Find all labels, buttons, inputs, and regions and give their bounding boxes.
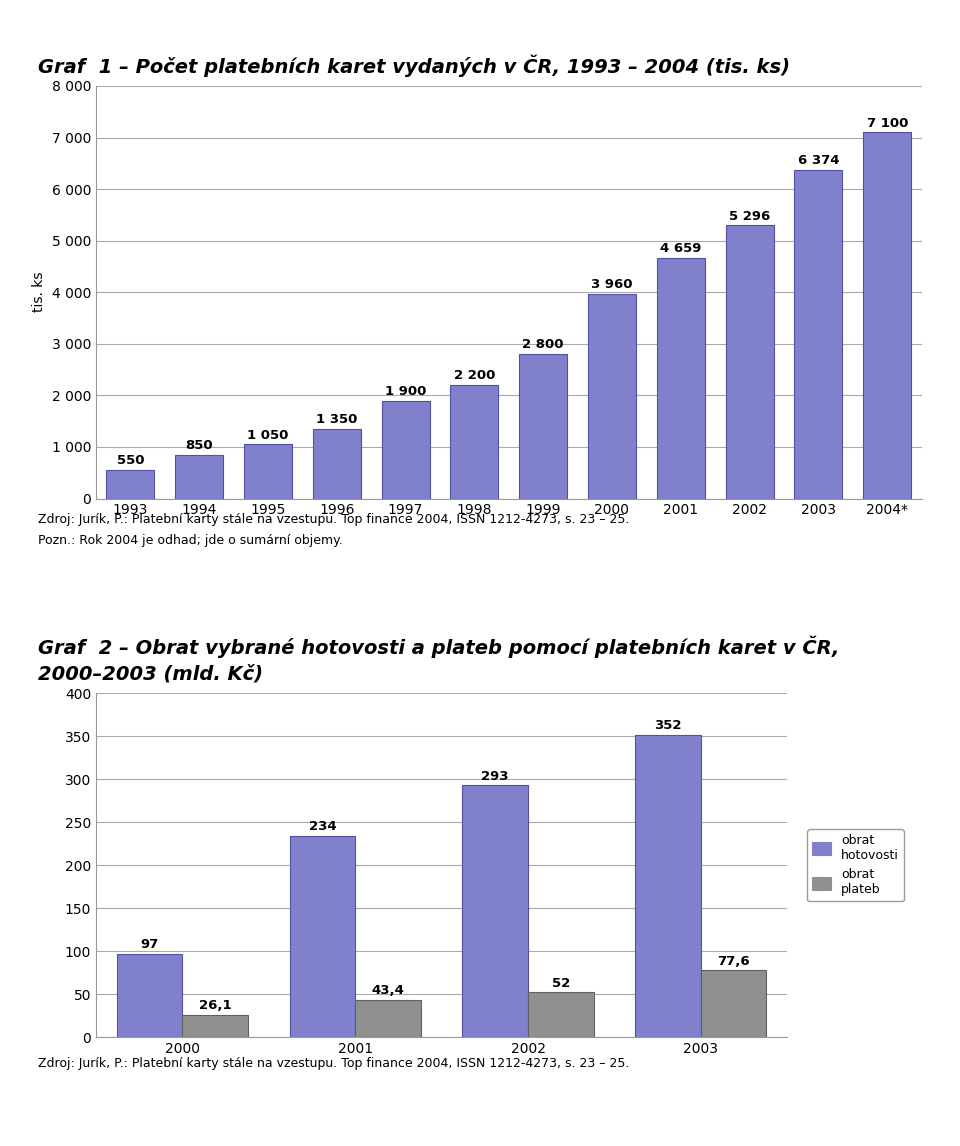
Bar [657, 258, 705, 499]
Bar [519, 354, 567, 499]
Text: 5 296: 5 296 [729, 210, 770, 222]
Text: Zdroj: Jurík, P.: Platební karty stále na vzestupu. Top finance 2004, ISSN 1212-: Zdroj: Jurík, P.: Platební karty stále n… [38, 1057, 630, 1069]
Bar [528, 992, 593, 1037]
Legend: obrat
hotovosti, obrat
plateb: obrat hotovosti, obrat plateb [807, 829, 904, 902]
Bar [636, 735, 701, 1037]
Bar [588, 295, 636, 499]
Bar [117, 953, 182, 1037]
Text: 293: 293 [481, 770, 509, 783]
Bar [463, 785, 528, 1037]
Text: 1 900: 1 900 [385, 385, 426, 398]
Text: Graf  2 – Obrat vybrané hotovosti a plateb pomocí platebních karet v ČR,
2000–20: Graf 2 – Obrat vybrané hotovosti a plate… [38, 636, 840, 683]
Text: 26,1: 26,1 [199, 999, 231, 1012]
Bar [381, 401, 430, 499]
Text: 52: 52 [552, 976, 570, 990]
Bar [863, 133, 911, 499]
Text: 3 960: 3 960 [591, 278, 633, 291]
Text: 850: 850 [185, 439, 213, 452]
Text: Zdroj: Jurík, P.: Platební karty stále na vzestupu. Top finance 2004, ISSN 1212-: Zdroj: Jurík, P.: Platební karty stále n… [38, 513, 630, 526]
Text: 1 050: 1 050 [248, 429, 289, 441]
Text: 4 659: 4 659 [660, 243, 702, 256]
Text: 352: 352 [654, 719, 682, 732]
Y-axis label: tis. ks: tis. ks [32, 272, 46, 313]
Bar [701, 971, 766, 1037]
Text: 1 350: 1 350 [316, 413, 357, 426]
Bar [313, 429, 361, 499]
Text: 2 200: 2 200 [454, 369, 495, 383]
Text: Graf  1 – Počet platebních karet vydaných v ČR, 1993 – 2004 (tis. ks): Graf 1 – Počet platebních karet vydaných… [38, 55, 790, 78]
Text: Pozn.: Rok 2004 je odhad; jde o sumární objemy.: Pozn.: Rok 2004 je odhad; jde o sumární … [38, 534, 343, 547]
Text: 7 100: 7 100 [867, 117, 908, 129]
Bar [290, 835, 355, 1037]
Text: 2 800: 2 800 [522, 338, 564, 352]
Bar [794, 170, 843, 499]
Text: 6 374: 6 374 [798, 154, 839, 167]
Bar [244, 445, 292, 499]
Text: 97: 97 [140, 939, 158, 951]
Bar [182, 1014, 248, 1037]
Text: 550: 550 [117, 454, 144, 468]
Text: 43,4: 43,4 [372, 984, 404, 997]
Bar [107, 470, 155, 499]
Text: 77,6: 77,6 [717, 955, 750, 968]
Bar [355, 999, 420, 1037]
Text: 234: 234 [308, 821, 336, 833]
Bar [726, 226, 774, 499]
Bar [175, 455, 224, 499]
Bar [450, 385, 498, 499]
